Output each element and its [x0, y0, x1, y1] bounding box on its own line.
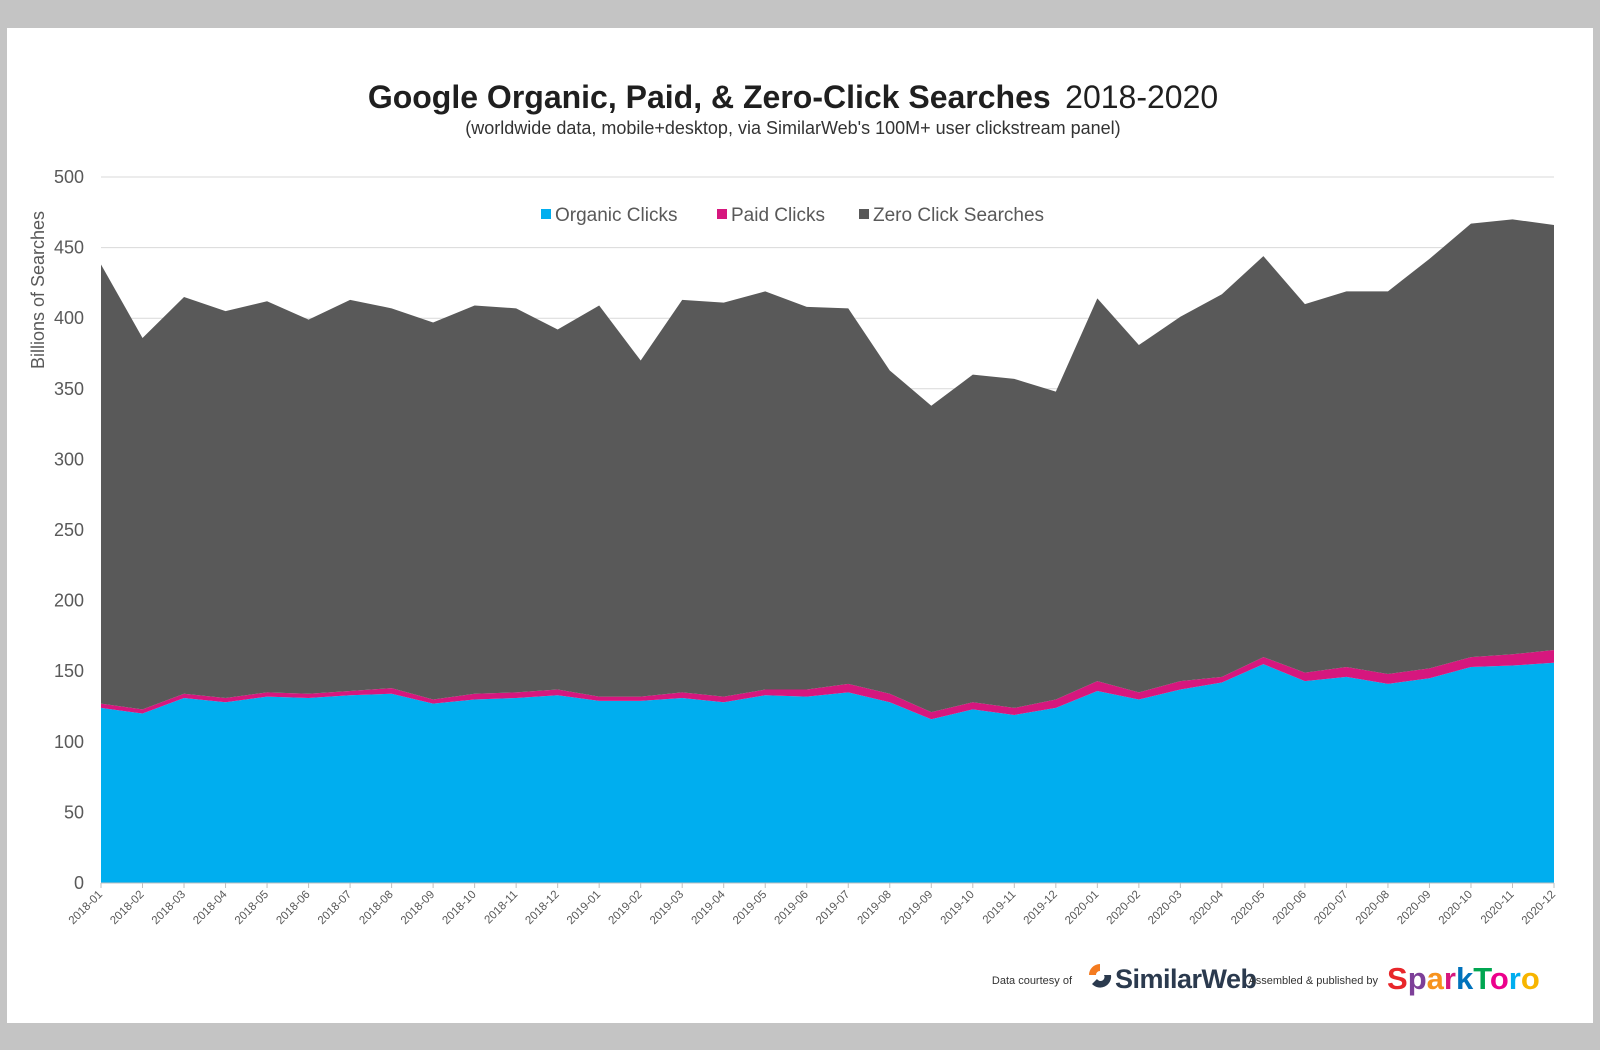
x-tick-label: 2020-11: [1479, 889, 1517, 927]
chart-frame: Google Organic, Paid, & Zero-Click Searc…: [7, 28, 1593, 1023]
x-tick-label: 2019-04: [689, 888, 728, 927]
x-tick-label: 2020-03: [1146, 889, 1184, 927]
similarweb-logo: SimilarWeb: [1089, 964, 1257, 994]
x-tick-label: 2018-03: [150, 889, 188, 927]
x-tick-label: 2020-06: [1271, 889, 1309, 927]
x-tick-label: 2020-05: [1229, 889, 1267, 927]
sparktoro-letter: p: [1408, 961, 1427, 996]
legend-label-organic-clicks: Organic Clicks: [555, 205, 677, 226]
x-tick-label: 2020-01: [1063, 889, 1101, 927]
stacked-areas: [101, 219, 1554, 884]
chart-title-suffix: 2018-2020: [1065, 79, 1218, 115]
y-tick-label: 350: [54, 379, 84, 399]
x-tick-label: 2019-08: [856, 889, 894, 927]
x-tick-label: 2018-02: [108, 889, 146, 927]
y-tick-label: 500: [54, 167, 84, 187]
y-tick-label: 150: [54, 661, 84, 681]
x-tick-label: 2020-10: [1437, 889, 1475, 927]
chart-canvas: Google Organic, Paid, & Zero-Click Searc…: [28, 79, 1558, 996]
x-tick-label: 2018-06: [274, 889, 312, 927]
x-axis: 2018-01 2018-02 2018-03 2018-04 2018-05 2018-…: [67, 883, 1558, 927]
legend-swatch-paid-clicks: [717, 209, 727, 219]
x-tick-label: 2020-07: [1312, 889, 1350, 927]
x-tick-label: 2019-10: [939, 889, 977, 927]
sparktoro-letter: o: [1521, 961, 1540, 996]
legend-label-paid-clicks: Paid Clicks: [731, 205, 825, 226]
area-organic-clicks: [101, 662, 1554, 883]
similarweb-wordmark: SimilarWeb: [1115, 964, 1257, 994]
y-axis: 0 50 100 150 200 250 300 350 400 450 500: [54, 167, 84, 893]
data-courtesy-text: Data courtesy of: [992, 975, 1073, 987]
y-tick-label: 400: [54, 308, 84, 328]
x-tick-label: 2018-11: [483, 889, 521, 927]
x-tick-label: 2018-09: [399, 889, 437, 927]
x-tick-label: 2019-11: [981, 889, 1019, 927]
x-tick-label: 2019-07: [814, 889, 852, 927]
y-tick-label: 450: [54, 238, 84, 258]
x-tick-label: 2020-04: [1188, 888, 1227, 927]
x-tick-label: 2019-03: [648, 889, 686, 927]
sparktoro-letter: k: [1456, 961, 1474, 996]
x-tick-label: 2020-12: [1520, 889, 1558, 927]
x-tick-label: 2019-12: [1022, 889, 1060, 927]
sparktoro-letter: T: [1473, 961, 1492, 996]
x-tick-label: 2018-12: [523, 889, 561, 927]
credits: Data courtesy of SimilarWeb Assembled & …: [992, 961, 1540, 996]
x-tick-label: 2018-07: [316, 889, 354, 927]
sparktoro-letter: S: [1387, 961, 1408, 996]
x-tick-label: 2020-02: [1105, 889, 1143, 927]
sparktoro-letter: a: [1427, 961, 1445, 996]
chart-title: Google Organic, Paid, & Zero-Click Searc…: [368, 79, 1051, 115]
sparktoro-letter: r: [1509, 961, 1521, 996]
y-tick-label: 50: [64, 802, 84, 822]
x-tick-label: 2019-01: [565, 889, 603, 927]
x-tick-label: 2018-04: [191, 888, 230, 927]
x-tick-label: 2019-02: [606, 889, 644, 927]
x-tick-label: 2018-01: [67, 889, 105, 927]
chart-title-group: Google Organic, Paid, & Zero-Click Searc…: [368, 79, 1218, 115]
sparktoro-logo: SparkToro: [1387, 961, 1540, 996]
area-zero-click-searches: [101, 219, 1554, 713]
x-tick-label: 2019-09: [897, 889, 935, 927]
legend-swatch-zero-click-searches: [859, 209, 869, 219]
sparktoro-letter: o: [1490, 961, 1509, 996]
x-tick-label: 2020-09: [1395, 889, 1433, 927]
sparktoro-letter: r: [1444, 961, 1456, 996]
legend-swatch-organic-clicks: [541, 209, 551, 219]
y-tick-label: 100: [54, 732, 84, 752]
chart-subtitle: (worldwide data, mobile+desktop, via Sim…: [465, 118, 1120, 138]
x-tick-label: 2019-05: [731, 889, 769, 927]
y-tick-label: 0: [74, 873, 84, 893]
x-tick-label: 2018-10: [440, 889, 478, 927]
y-tick-label: 250: [54, 520, 84, 540]
assembled-by-text: Assembled & published by: [1248, 975, 1378, 987]
x-tick-label: 2020-08: [1354, 889, 1392, 927]
x-tick-label: 2018-05: [233, 889, 271, 927]
x-tick-label: 2018-08: [357, 889, 395, 927]
y-tick-label: 300: [54, 449, 84, 469]
similarweb-icon: [1089, 964, 1112, 988]
legend-label-zero-click-searches: Zero Click Searches: [873, 205, 1044, 226]
y-axis-label: Billions of Searches: [28, 211, 48, 369]
legend: Organic Clicks Paid Clicks Zero Click Sear…: [541, 205, 1044, 226]
x-tick-label: 2019-06: [773, 889, 811, 927]
y-tick-label: 200: [54, 591, 84, 611]
